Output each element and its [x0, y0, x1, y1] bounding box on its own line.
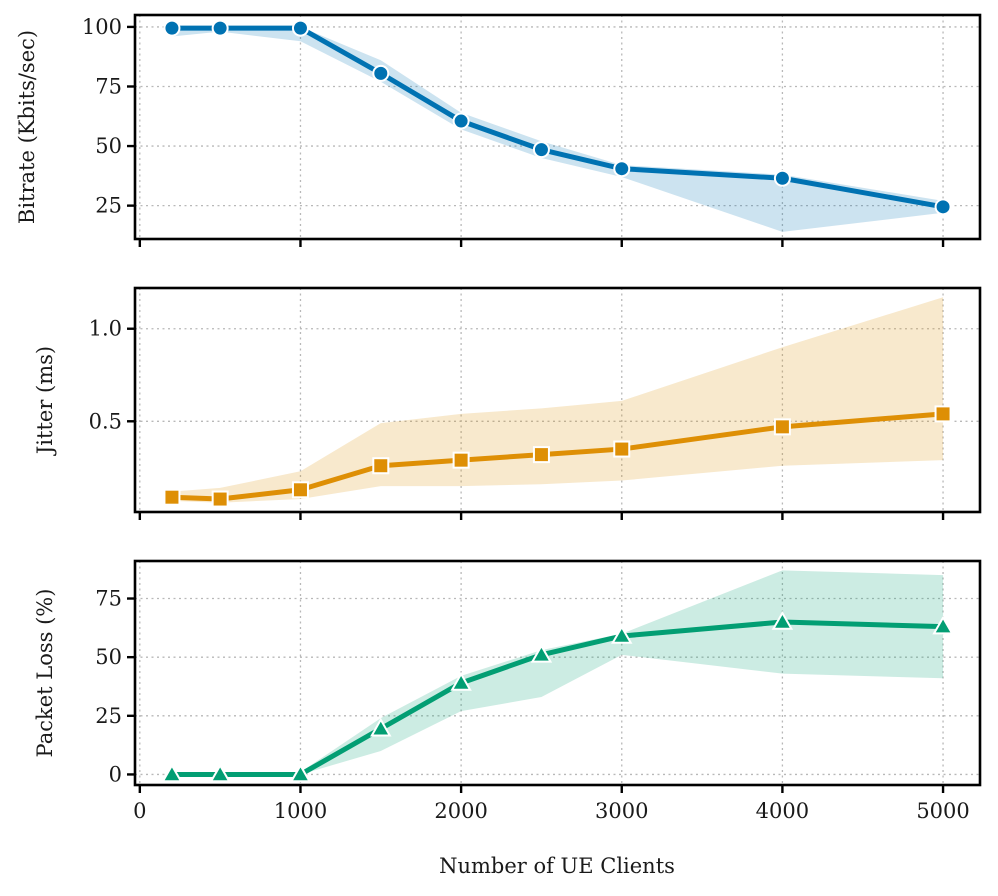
- packet-loss-x-tick-label: 4000: [756, 799, 809, 823]
- jitter-data-point: [163, 488, 181, 506]
- packet-loss-data-point: [530, 643, 553, 663]
- panel-jitter: 0.5 1.0 Jitter (ms): [33, 286, 982, 520]
- jitter-tick-label-layer: 0.5 1.0: [89, 317, 122, 434]
- jitter-y-tick-label: 0.5: [89, 409, 122, 433]
- packet-loss-data-point: [289, 763, 312, 783]
- bitrate-data-point: [291, 19, 309, 37]
- packet-loss-y-tick-label: 75: [95, 587, 122, 611]
- panel-packet-loss: 0 1000 2000 3000 4000 5000 0 25 50 75 Packet Loss…: [33, 559, 982, 823]
- bitrate-data-point: [163, 19, 181, 37]
- packet-loss-y-axis-label: Packet Loss (%): [33, 589, 57, 758]
- bitrate-band-layer: [171, 26, 944, 232]
- packet-loss-plot-frame: [133, 559, 982, 787]
- x-axis-label: Number of UE Clients: [439, 854, 675, 878]
- jitter-tick-layer: [127, 327, 945, 520]
- bitrate-line-layer: [169, 25, 946, 210]
- jitter-data-point: [613, 440, 631, 458]
- bitrate-confidence-band: [171, 26, 944, 232]
- bitrate-series-line: [169, 25, 946, 210]
- bitrate-tick-layer: [127, 25, 945, 247]
- jitter-data-point: [452, 451, 470, 469]
- jitter-data-point: [211, 490, 229, 508]
- jitter-marker-layer: [163, 405, 952, 508]
- packet-loss-tick-label-layer: 0 1000 2000 3000 4000 5000 0 25 50 75: [95, 587, 970, 823]
- jitter-band-layer: [171, 297, 944, 503]
- packet-loss-data-point: [450, 671, 472, 691]
- jitter-data-point: [532, 446, 550, 464]
- packet-loss-data-point: [932, 615, 954, 635]
- bitrate-data-point: [532, 141, 550, 159]
- bitrate-plot-frame: [133, 13, 982, 241]
- packet-loss-x-tick-label: 5000: [916, 799, 969, 823]
- packet-loss-data-point: [611, 625, 633, 644]
- jitter-confidence-band: [171, 297, 944, 503]
- bitrate-marker-layer: [163, 19, 952, 216]
- packet-loss-data-point: [370, 717, 392, 737]
- jitter-plot-frame: [133, 286, 982, 514]
- bitrate-tick-label-layer: 25 50 75 100: [82, 15, 122, 218]
- jitter-data-point: [372, 457, 390, 475]
- bitrate-data-point: [211, 19, 229, 37]
- packet-loss-y-tick-label: 0: [109, 762, 122, 786]
- packet-loss-x-tick-label: 0: [133, 799, 146, 823]
- panel-bitrate: 25 50 75 100 Bitrate (Kbits/sec): [15, 13, 982, 247]
- packet-loss-data-point: [161, 763, 183, 783]
- bitrate-y-tick-label: 75: [95, 74, 122, 98]
- jitter-data-point: [934, 405, 952, 423]
- packet-loss-x-tick-label: 3000: [595, 799, 648, 823]
- jitter-y-axis-label: Jitter (ms): [33, 346, 57, 456]
- packet-loss-confidence-band: [171, 570, 944, 775]
- bitrate-y-axis-label: Bitrate (Kbits/sec): [15, 30, 39, 224]
- bitrate-data-point: [773, 169, 791, 187]
- packet-loss-x-tick-label: 1000: [274, 799, 327, 823]
- bitrate-data-point: [613, 160, 631, 178]
- bitrate-y-tick-label: 100: [82, 15, 122, 39]
- bitrate-y-tick-label: 25: [95, 194, 122, 218]
- jitter-y-tick-label: 1.0: [89, 317, 122, 341]
- bitrate-y-tick-label: 50: [95, 134, 122, 158]
- packet-loss-band-layer: [171, 570, 944, 775]
- packet-loss-grid: [135, 561, 980, 785]
- packet-loss-x-tick-label: 2000: [434, 799, 487, 823]
- jitter-data-point: [291, 481, 309, 499]
- packet-loss-y-tick-label: 25: [95, 704, 122, 728]
- packet-loss-marker-layer: [161, 610, 954, 783]
- packet-loss-data-point: [771, 610, 794, 630]
- jitter-data-point: [773, 418, 791, 436]
- packet-loss-data-point: [209, 763, 231, 783]
- bitrate-data-point: [372, 64, 390, 82]
- bitrate-data-point: [452, 112, 470, 130]
- bitrate-data-point: [934, 198, 952, 216]
- packet-loss-y-tick-label: 50: [95, 645, 122, 669]
- packet-loss-tick-layer: [127, 597, 945, 793]
